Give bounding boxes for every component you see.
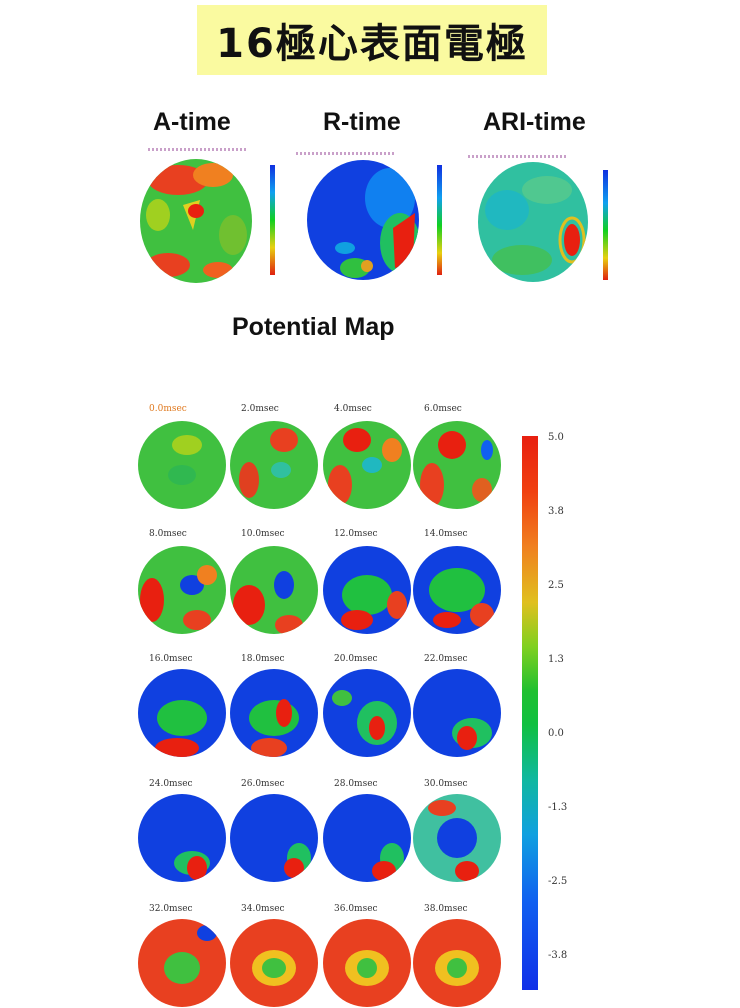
potential-frame-map <box>413 669 501 757</box>
frame-label: 38.0msec <box>424 904 468 914</box>
frame-label: 22.0msec <box>424 654 468 664</box>
frame-label: 8.0msec <box>149 529 187 539</box>
ari-time-label: ARI-time <box>483 108 586 136</box>
potential-frame-map <box>323 794 411 882</box>
colorbar-tick: 5.0 <box>548 432 564 443</box>
potential-frame-map <box>138 421 226 509</box>
potential-frame-map <box>138 546 226 634</box>
potential-frame-map <box>230 919 318 1007</box>
potential-frame-map <box>138 919 226 1007</box>
potential-frame-map <box>138 794 226 882</box>
potential-frame-map <box>230 421 318 509</box>
colorbar-tick: 2.5 <box>548 580 564 591</box>
page-title: 16極心表面電極 <box>197 5 547 75</box>
frame-label: 0.0msec <box>149 404 187 414</box>
potential-colorbar <box>522 436 538 990</box>
frame-label: 12.0msec <box>334 529 378 539</box>
colorbar-tick: 0.0 <box>548 728 564 739</box>
colorbar-tick: -1.3 <box>548 802 568 813</box>
r-time-map <box>307 160 419 280</box>
potential-frame-map <box>323 919 411 1007</box>
r-time-colorbar <box>437 165 442 275</box>
colorbar-tick: 1.3 <box>548 654 564 665</box>
potential-frame-map <box>323 669 411 757</box>
colorbar-tick: 3.8 <box>548 506 564 517</box>
r-time-caption <box>296 152 396 155</box>
frame-label: 14.0msec <box>424 529 468 539</box>
potential-frame-map <box>323 546 411 634</box>
potential-frame-map <box>323 421 411 509</box>
ari-time-colorbar <box>603 170 608 280</box>
colorbar-tick: -2.5 <box>548 876 568 887</box>
r-time-label: R-time <box>323 108 401 136</box>
potential-frame-map <box>230 546 318 634</box>
a-time-caption <box>148 148 248 151</box>
potential-frame-map <box>413 421 501 509</box>
frame-label: 10.0msec <box>241 529 285 539</box>
potential-frame-map <box>413 546 501 634</box>
colorbar-tick: -3.8 <box>548 950 568 961</box>
frame-label: 6.0msec <box>424 404 462 414</box>
potential-map-label: Potential Map <box>232 313 395 341</box>
potential-frame-map <box>138 669 226 757</box>
potential-frame-map <box>230 794 318 882</box>
potential-frame-map <box>413 794 501 882</box>
frame-label: 28.0msec <box>334 779 378 789</box>
frame-label: 16.0msec <box>149 654 193 664</box>
potential-frame-map <box>230 669 318 757</box>
frame-label: 36.0msec <box>334 904 378 914</box>
a-time-label: A-time <box>153 108 231 136</box>
a-time-map <box>140 159 252 283</box>
frame-label: 20.0msec <box>334 654 378 664</box>
potential-frame-map <box>413 919 501 1007</box>
frame-label: 34.0msec <box>241 904 285 914</box>
ari-time-caption <box>468 155 568 158</box>
frame-label: 30.0msec <box>424 779 468 789</box>
frame-label: 18.0msec <box>241 654 285 664</box>
frame-label: 24.0msec <box>149 779 193 789</box>
frame-label: 2.0msec <box>241 404 279 414</box>
frame-label: 4.0msec <box>334 404 372 414</box>
frame-label: 32.0msec <box>149 904 193 914</box>
frame-label: 26.0msec <box>241 779 285 789</box>
a-time-colorbar <box>270 165 275 275</box>
ari-time-map <box>478 162 588 282</box>
